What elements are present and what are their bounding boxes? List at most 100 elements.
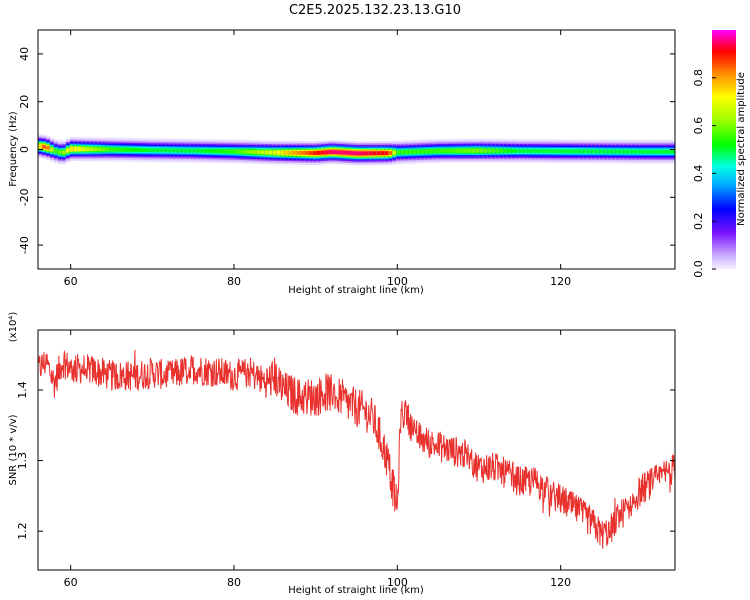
y-tick-label: 0 [18,146,31,153]
band-cell [531,149,537,153]
band-cell [165,148,170,153]
band-cell [356,151,362,156]
spectrogram-band [38,134,675,166]
band-cell [408,150,413,154]
band-cell [364,151,370,156]
colorbar-tick-label: 0.8 [692,69,705,87]
band-cell [627,149,632,154]
band-cell [205,149,210,153]
band-cell [487,148,493,153]
band-cell [133,148,139,152]
band-cell [352,151,358,156]
band-cell [181,148,186,153]
y-tick-label: 1.2 [16,522,29,540]
band-cell [519,149,525,153]
band-cell [404,150,409,154]
band-cell [237,149,242,154]
band-cell [153,148,159,153]
snr-y-label: SNR (10 * v/v) [8,414,19,485]
band-cell [69,147,75,151]
snr-x-label: Height of straight line (km) [288,585,424,596]
band-cell [173,148,178,153]
snr-x-ticks: 60 80 100 120 [64,330,571,589]
x-tick-label: 80 [227,576,241,589]
band-cell [452,148,457,153]
band-cell [424,149,429,154]
band-cell [599,149,604,154]
band-cell [245,149,250,154]
band-cell [631,149,636,154]
band-cell [241,149,246,154]
band-cell [448,148,453,153]
band-cell [475,148,481,153]
snr-frame [37,329,676,571]
band-cell [249,149,254,154]
band-cell [197,148,202,153]
band-cell [85,147,91,152]
band-cell [121,147,127,152]
band-cell [141,148,147,152]
band-cell [201,148,206,153]
band-cell [420,149,425,154]
band-cell [97,147,103,152]
band-cell [567,149,573,154]
band-cell [328,150,334,154]
spectrogram-x-ticks: 60 80 100 120 [64,30,571,288]
band-cell [611,149,616,154]
band-cell [515,149,521,153]
band-cell [495,148,501,153]
band-cell [491,148,497,153]
band-cell [543,149,549,153]
band-cell [264,150,270,155]
band-cell [193,148,198,153]
spectrogram-panel: 60 80 100 120 -40 -20 0 20 40 Height of straigh… [8,29,676,296]
band-cell [388,151,393,155]
band-cell [400,150,405,155]
band-cell [527,149,533,153]
band-cell [503,148,509,153]
band-cell [252,150,258,154]
band-cell [312,151,318,155]
band-cell [149,148,155,153]
band-cell [61,150,67,155]
band-cell [260,150,266,155]
colorbar-tick-label: 0.0 [692,260,705,278]
band-cell [113,147,119,152]
band-cell [392,150,397,155]
band-cell [575,149,581,154]
band-cell [412,149,417,154]
band-cell [456,148,461,153]
colorbar-gradient [712,30,736,269]
band-cell [268,150,274,155]
band-cell [539,149,545,153]
band-cell [340,150,346,155]
band-cell [467,148,473,153]
colorbar: 0.0 0.2 0.4 0.6 0.8 Normalized spectral ampl… [692,30,747,278]
band-cell [77,147,83,152]
band-cell [49,147,55,152]
band-cell [551,149,557,154]
band-cell [651,149,656,154]
band-cell [647,149,652,154]
band-cell [376,151,381,156]
band-cell [41,144,47,149]
band-cell [177,148,182,153]
band-cell [109,147,115,152]
band-cell [463,148,469,153]
spectrogram-y-label: Frequency (Hz) [8,111,19,187]
band-cell [225,149,230,154]
band-cell [280,150,286,155]
band-cell [563,149,569,154]
band-cell [89,147,95,152]
band-cell [667,149,672,154]
y-tick-label: -40 [18,236,31,254]
band-cell [655,149,660,154]
band-cell [380,151,385,156]
band-cell [396,150,401,155]
band-cell [571,149,577,154]
band-cell [320,150,326,155]
band-cell [372,151,378,156]
band-cell [145,148,151,153]
band-cell [348,151,354,155]
